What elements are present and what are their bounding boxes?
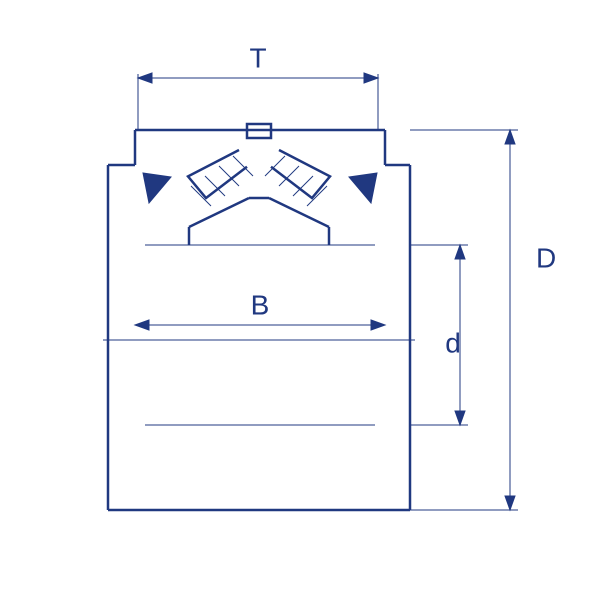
dimension-label-D: D — [536, 242, 556, 273]
dimension-label-B: B — [251, 289, 270, 320]
dimension-label-d: d — [445, 327, 461, 358]
dimension-label-T: T — [249, 42, 266, 73]
